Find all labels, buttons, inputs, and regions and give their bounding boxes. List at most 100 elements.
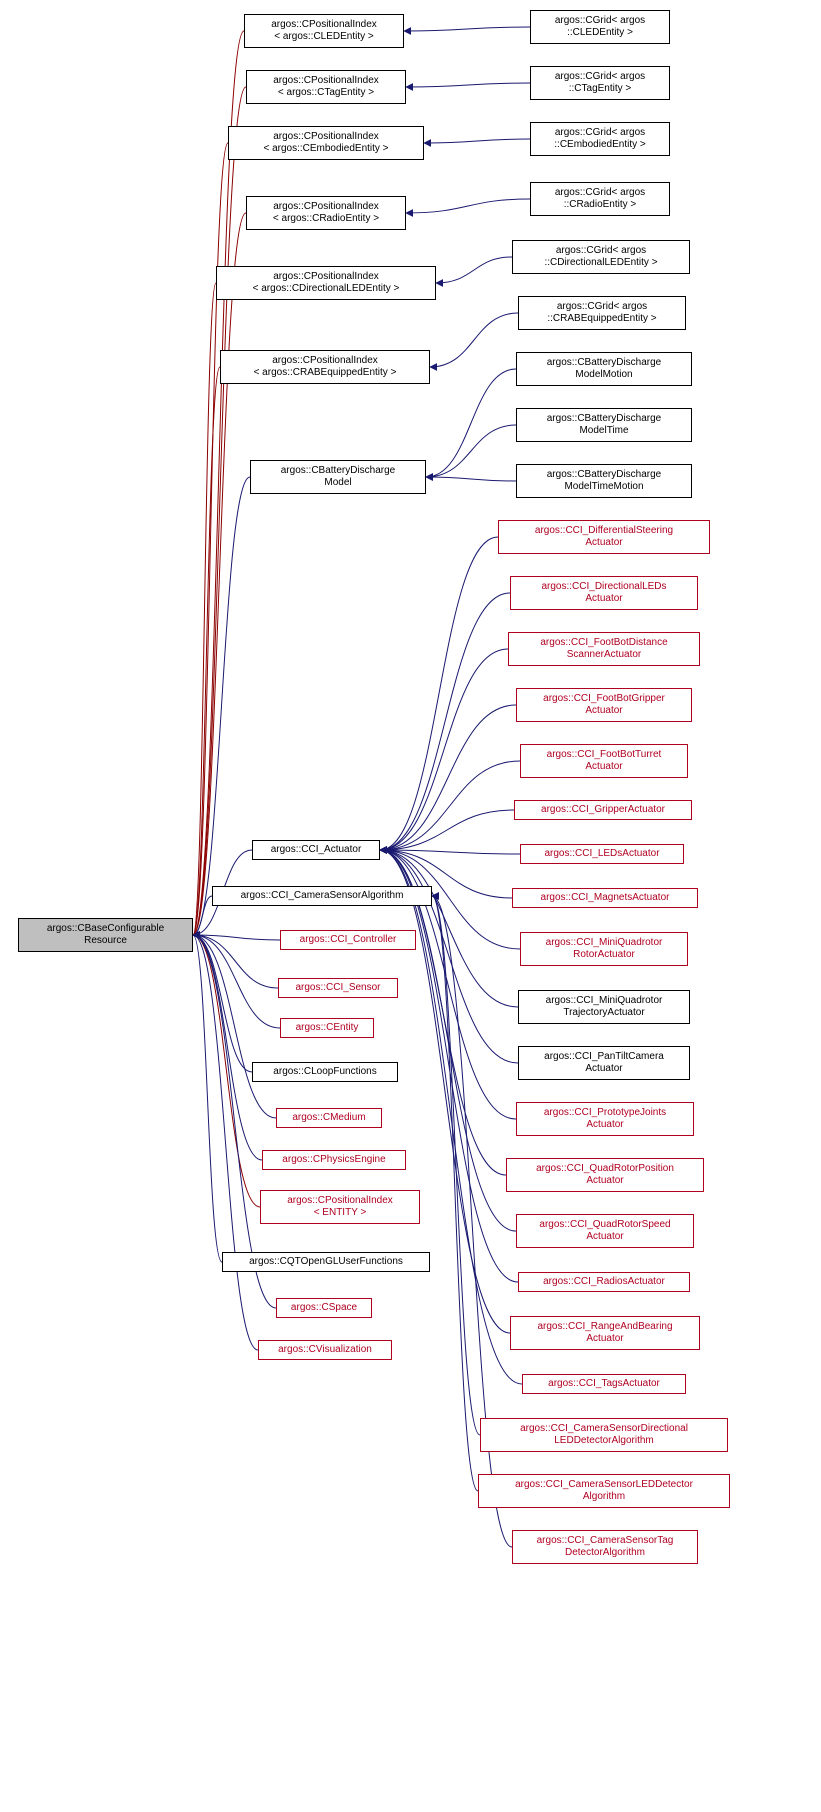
node-grid_radio[interactable]: argos::CGrid< argos::CRadioEntity > (530, 182, 670, 216)
node-a_ptc[interactable]: argos::CCI_PanTiltCameraActuator (518, 1046, 690, 1080)
node-label-2: ::CDirectionalLEDEntity > (519, 257, 683, 269)
node-pi_tag[interactable]: argos::CPositionalIndex< argos::CTagEnti… (246, 70, 406, 104)
node-a_mag[interactable]: argos::CCI_MagnetsActuator (512, 888, 698, 908)
node-a_mqr[interactable]: argos::CCI_MiniQuadrotorRotorActuator (520, 932, 688, 966)
edge-pi_ent-root (193, 935, 260, 1207)
node-label-2: Actuator (517, 1333, 693, 1345)
node-grid_dled[interactable]: argos::CGrid< argos::CDirectionalLEDEnti… (512, 240, 690, 274)
node-grid_emb[interactable]: argos::CGrid< argos::CEmbodiedEntity > (530, 122, 670, 156)
edge-grid_rab-pi_rab (430, 313, 518, 367)
edge-a_diff-cci_actuator (380, 537, 498, 850)
edge-pi_dled-root (193, 283, 216, 935)
node-grid_rab[interactable]: argos::CGrid< argos::CRABEquippedEntity … (518, 296, 686, 330)
node-a_proto[interactable]: argos::CCI_PrototypeJointsActuator (516, 1102, 694, 1136)
node-a_fbgr[interactable]: argos::CCI_FootBotGripperActuator (516, 688, 692, 722)
edge-cci_controller-root (193, 935, 280, 940)
edge-a_qrs-cci_actuator (380, 850, 516, 1231)
node-cloop[interactable]: argos::CLoopFunctions (252, 1062, 398, 1082)
node-label-1: argos::CCI_MagnetsActuator (519, 892, 691, 904)
node-a_fbt[interactable]: argos::CCI_FootBotTurretActuator (520, 744, 688, 778)
node-a_rab[interactable]: argos::CCI_RangeAndBearingActuator (510, 1316, 700, 1350)
node-label-2: Model (257, 477, 419, 489)
node-grid_led[interactable]: argos::CGrid< argos::CLEDEntity > (530, 10, 670, 44)
edge-pi_rab-root (193, 367, 220, 935)
node-label-2: ModelTimeMotion (523, 481, 685, 493)
edge-centity-root (193, 935, 280, 1028)
diagram-canvas: argos::CBaseConfigurableResourceargos::C… (0, 0, 821, 1812)
node-batt_model[interactable]: argos::CBatteryDischargeModel (250, 460, 426, 494)
node-label-1: argos::CGrid< argos (537, 15, 663, 27)
node-a_grip[interactable]: argos::CCI_GripperActuator (514, 800, 692, 820)
edge-batt_motion-batt_model (426, 369, 516, 477)
node-label-1: argos::CCI_QuadRotorPosition (513, 1163, 697, 1175)
node-label-2: < argos::CEmbodiedEntity > (235, 143, 417, 155)
edge-batt_time-batt_model (426, 425, 516, 477)
node-a_leds[interactable]: argos::CCI_LEDsActuator (520, 844, 684, 864)
node-cmedium[interactable]: argos::CMedium (276, 1108, 382, 1128)
edge-cloop-root (193, 935, 252, 1072)
node-label-2: < argos::CTagEntity > (253, 87, 399, 99)
node-cphys[interactable]: argos::CPhysicsEngine (262, 1150, 406, 1170)
node-cviz[interactable]: argos::CVisualization (258, 1340, 392, 1360)
node-label-2: < argos::CRABEquippedEntity > (227, 367, 423, 379)
node-a_mqt[interactable]: argos::CCI_MiniQuadrotorTrajectoryActuat… (518, 990, 690, 1024)
node-label-1: argos::CLoopFunctions (259, 1066, 391, 1078)
node-a_qrp[interactable]: argos::CCI_QuadRotorPositionActuator (506, 1158, 704, 1192)
node-label-1: argos::CCI_MiniQuadrotor (527, 937, 681, 949)
node-pi_radio[interactable]: argos::CPositionalIndex< argos::CRadioEn… (246, 196, 406, 230)
node-label-1: argos::CPositionalIndex (253, 201, 399, 213)
node-pi_dled[interactable]: argos::CPositionalIndex< argos::CDirecti… (216, 266, 436, 300)
node-grid_tag[interactable]: argos::CGrid< argos::CTagEntity > (530, 66, 670, 100)
node-batt_time[interactable]: argos::CBatteryDischargeModelTime (516, 408, 692, 442)
node-cci_cam_alg[interactable]: argos::CCI_CameraSensorAlgorithm (212, 886, 432, 906)
edge-grid_radio-pi_radio (406, 199, 530, 213)
node-label-2: ::CEmbodiedEntity > (537, 139, 663, 151)
edge-cci_cam_alg-root (193, 896, 212, 935)
node-label-2: ScannerActuator (515, 649, 693, 661)
node-cspace[interactable]: argos::CSpace (276, 1298, 372, 1318)
node-label-1: argos::CPositionalIndex (267, 1195, 413, 1207)
node-a_radio[interactable]: argos::CCI_RadiosActuator (518, 1272, 690, 1292)
node-label-1: argos::CBatteryDischarge (523, 357, 685, 369)
node-label-1: argos::CCI_QuadRotorSpeed (523, 1219, 687, 1231)
node-label-2: < argos::CRadioEntity > (253, 213, 399, 225)
node-label-1: argos::CCI_Actuator (259, 844, 373, 856)
edge-a_fbgr-cci_actuator (380, 705, 516, 850)
node-csa_dled[interactable]: argos::CCI_CameraSensorDirectionalLEDDet… (480, 1418, 728, 1452)
node-label-1: argos::CBatteryDischarge (257, 465, 419, 477)
node-cqt[interactable]: argos::CQTOpenGLUserFunctions (222, 1252, 430, 1272)
node-label-1: argos::CCI_LEDsActuator (527, 848, 677, 860)
node-pi_ent[interactable]: argos::CPositionalIndex< ENTITY > (260, 1190, 420, 1224)
node-label-2: < argos::CLEDEntity > (251, 31, 397, 43)
edge-a_dled-cci_actuator (380, 593, 510, 850)
node-label-1: argos::CCI_TagsActuator (529, 1378, 679, 1390)
node-label-2: Actuator (517, 593, 691, 605)
node-batt_motion[interactable]: argos::CBatteryDischargeModelMotion (516, 352, 692, 386)
node-label-1: argos::CBatteryDischarge (523, 469, 685, 481)
node-csa_led[interactable]: argos::CCI_CameraSensorLEDDetectorAlgori… (478, 1474, 730, 1508)
node-root[interactable]: argos::CBaseConfigurableResource (18, 918, 193, 952)
node-label-2: Actuator (505, 537, 703, 549)
node-label-2: ModelTime (523, 425, 685, 437)
node-a_qrs[interactable]: argos::CCI_QuadRotorSpeedActuator (516, 1214, 694, 1248)
node-cci_controller[interactable]: argos::CCI_Controller (280, 930, 416, 950)
node-cci_actuator[interactable]: argos::CCI_Actuator (252, 840, 380, 860)
node-pi_emb[interactable]: argos::CPositionalIndex< argos::CEmbodie… (228, 126, 424, 160)
node-label-1: argos::CCI_GripperActuator (521, 804, 685, 816)
node-a_fbds[interactable]: argos::CCI_FootBotDistanceScannerActuato… (508, 632, 700, 666)
node-a_diff[interactable]: argos::CCI_DifferentialSteeringActuator (498, 520, 710, 554)
node-label-2: Algorithm (485, 1491, 723, 1503)
node-csa_tag[interactable]: argos::CCI_CameraSensorTagDetectorAlgori… (512, 1530, 698, 1564)
node-a_tags[interactable]: argos::CCI_TagsActuator (522, 1374, 686, 1394)
node-a_dled[interactable]: argos::CCI_DirectionalLEDsActuator (510, 576, 698, 610)
node-label-2: ::CRadioEntity > (537, 199, 663, 211)
node-pi_rab[interactable]: argos::CPositionalIndex< argos::CRABEqui… (220, 350, 430, 384)
node-label-1: argos::CGrid< argos (519, 245, 683, 257)
node-centity[interactable]: argos::CEntity (280, 1018, 374, 1038)
node-batt_tm[interactable]: argos::CBatteryDischargeModelTimeMotion (516, 464, 692, 498)
node-pi_led[interactable]: argos::CPositionalIndex< argos::CLEDEnti… (244, 14, 404, 48)
edge-a_leds-cci_actuator (380, 850, 520, 854)
edge-grid_led-pi_led (404, 27, 530, 31)
node-label-1: argos::CCI_CameraSensorAlgorithm (219, 890, 425, 902)
node-cci_sensor[interactable]: argos::CCI_Sensor (278, 978, 398, 998)
